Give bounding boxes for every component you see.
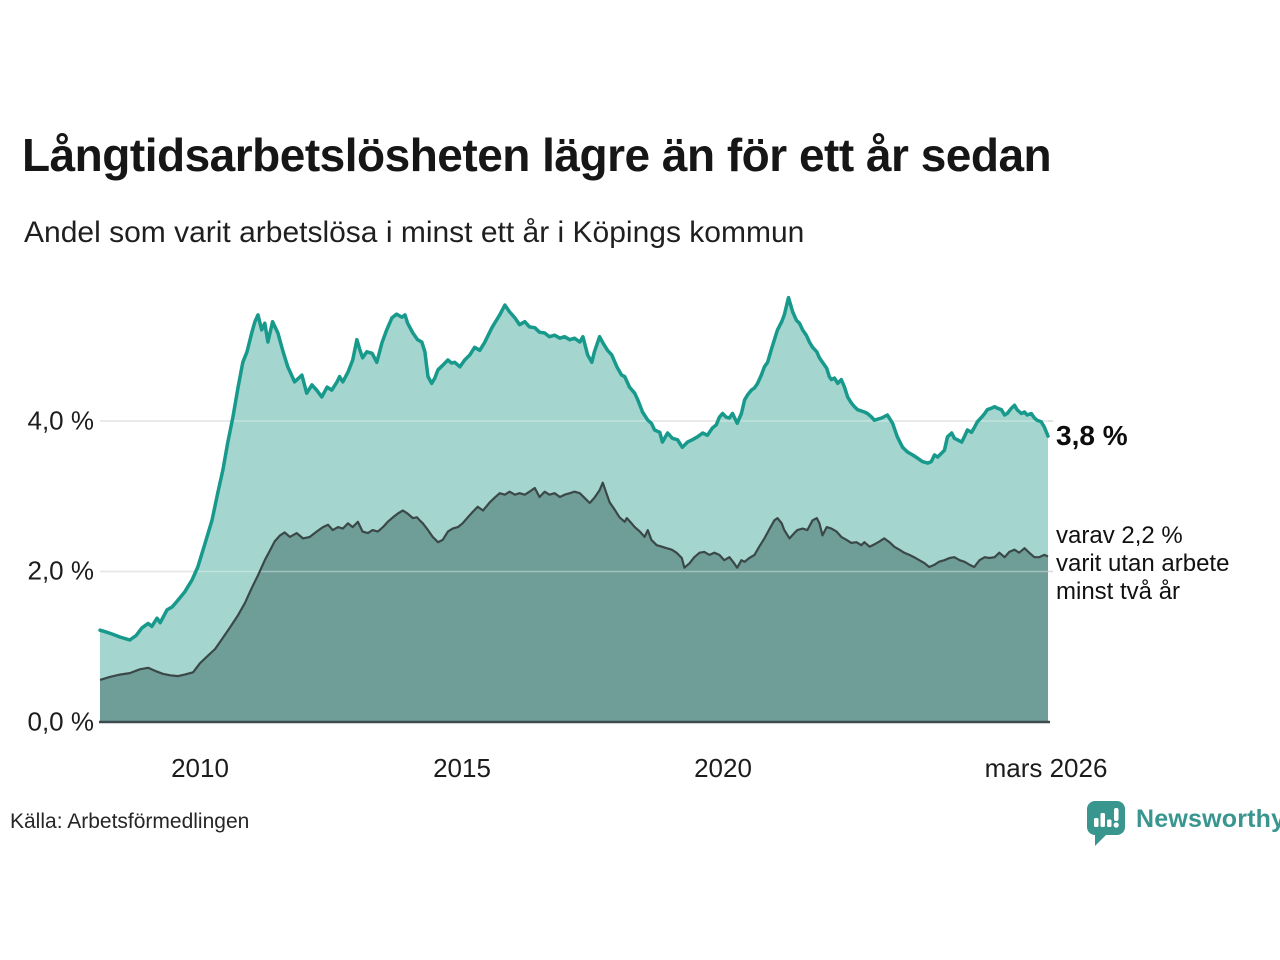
- y-axis-label-2: 2,0 %: [27, 555, 95, 586]
- area-minst-tva-ar: [100, 482, 1048, 722]
- speech-bubble-shape: [1087, 801, 1125, 846]
- newsworthy-logo-text: Newsworthy: [1136, 805, 1280, 833]
- area-minst-ett-ar: [100, 297, 1048, 722]
- y-axis-label-0: 0,0 %: [27, 706, 95, 737]
- x-axis-label-2020: 2020: [694, 753, 752, 783]
- newsworthy-logo-icon: [1087, 801, 1125, 846]
- end-value-annotation: 3,8 %: [1056, 420, 1128, 451]
- sub-series-annotation: varav 2,2 % varit utan arbete minst två …: [1056, 522, 1230, 605]
- bar-icon-1: [1094, 818, 1099, 827]
- bar-icon-2: [1100, 813, 1105, 827]
- x-axis-label-2010: 2010: [171, 753, 229, 783]
- line-minst-tva-ar: [99, 481, 1049, 681]
- exclamation-icon: [1114, 808, 1119, 821]
- source-caption: Källa: Arbetsförmedlingen: [10, 810, 250, 833]
- newsworthy-logo: Newsworthy: [1086, 800, 1280, 848]
- bar-icon-3: [1107, 819, 1112, 827]
- y-axis-label-4: 4,0 %: [27, 405, 95, 436]
- line-minst-ett-ar: [98, 295, 1050, 642]
- exclamation-dot: [1113, 822, 1119, 828]
- x-axis-label-2015: 2015: [433, 753, 491, 783]
- x-axis-label-mars-2026: mars 2026: [984, 753, 1108, 783]
- page-subtitle: Andel som varit arbetslösa i minst ett å…: [24, 216, 805, 249]
- page-title: Långtidsarbetslösheten lägre än för ett …: [22, 129, 1052, 181]
